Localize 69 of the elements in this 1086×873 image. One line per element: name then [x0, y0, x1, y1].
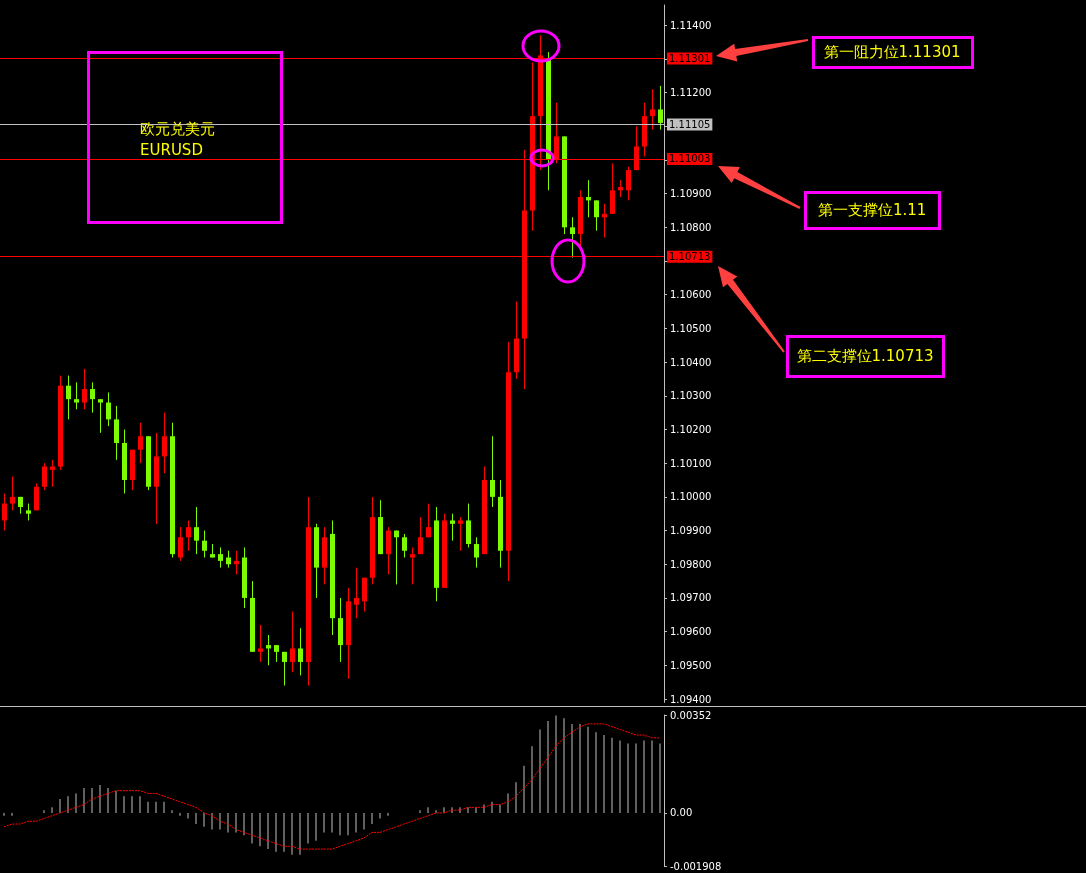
- candlestick: [594, 199, 599, 232]
- candlestick: [298, 627, 303, 676]
- y-tick-label: 1.10300: [670, 390, 712, 402]
- y-tick-label: 1.10000: [670, 491, 712, 503]
- annotation: 欧元兑美元: [140, 120, 215, 138]
- candlestick: [138, 422, 143, 464]
- annotation: EURUSD: [140, 141, 203, 159]
- candlestick: [402, 533, 407, 558]
- candlestick: [386, 526, 391, 575]
- y-tick-label: 1.10800: [670, 221, 712, 233]
- candlestick: [82, 368, 87, 410]
- y-tick-label: 1.09600: [670, 626, 712, 638]
- ref-line-label: 1.11003: [669, 153, 711, 165]
- text: 第一阻力位1.11301: [823, 43, 961, 61]
- candlestick: [202, 530, 207, 558]
- candlestick: [418, 516, 423, 555]
- candlestick: [258, 624, 263, 663]
- candlestick: [410, 546, 415, 585]
- candlestick: [570, 216, 575, 259]
- candlestick: [34, 482, 39, 511]
- candlestick: [466, 503, 471, 548]
- ref-line-label: 1.10713: [669, 251, 711, 263]
- candlestick: [162, 412, 167, 474]
- candlestick: [42, 462, 47, 491]
- y-tick-label: 1.09800: [670, 558, 712, 570]
- candlestick: [626, 166, 631, 201]
- ref-line-label: 1.11301: [669, 53, 711, 65]
- candlestick: [74, 381, 79, 410]
- y-tick-label: 1.10900: [670, 188, 712, 200]
- y-tick-label: 1.09400: [670, 693, 712, 705]
- candlestick: [98, 398, 103, 434]
- candlestick: [490, 435, 495, 508]
- y-tick-label: 1.09500: [670, 659, 712, 671]
- candlestick: [474, 536, 479, 569]
- y-tick-label: 1.10600: [670, 289, 712, 301]
- y-tick-label: 1.11400: [670, 19, 712, 31]
- candlestick: [66, 375, 71, 420]
- y-tick-label: 1.10500: [670, 322, 712, 334]
- y-tick-label: 1.10200: [670, 423, 712, 435]
- text: 第二支撑位1.10713: [796, 347, 934, 365]
- candlestick: [650, 88, 655, 131]
- candlestick: [106, 391, 111, 427]
- candlestick: [282, 651, 287, 687]
- candlestick: [610, 162, 615, 215]
- candlestick: [186, 519, 191, 552]
- candlestick: [450, 513, 455, 542]
- candlestick: [10, 476, 15, 511]
- candlestick: [458, 516, 463, 552]
- candlestick: [2, 493, 7, 532]
- y-tick-label: 1.09900: [670, 525, 712, 537]
- candlestick: [194, 506, 199, 555]
- ref-line-label: 1.11105: [669, 119, 711, 131]
- candlestick: [426, 503, 431, 538]
- candlestick: [178, 526, 183, 562]
- candlestick: [354, 567, 359, 619]
- y-tick-label: 1.10100: [670, 457, 712, 469]
- candlestick: [90, 381, 95, 414]
- text: 第一支撑位1.11: [818, 201, 927, 219]
- candlestick: [114, 405, 119, 461]
- y-tick-label: 1.09700: [670, 592, 712, 604]
- y-tick-label: 0.00352: [670, 709, 712, 721]
- candlestick: [290, 610, 295, 673]
- line-series: [3, 723, 661, 850]
- candlestick: [218, 546, 223, 569]
- y-tick-label: 1.11200: [670, 87, 712, 99]
- y-tick-label: -0.001908: [670, 860, 722, 872]
- y-tick-label: 0.00: [670, 807, 693, 819]
- y-tick-label: 1.10400: [670, 356, 712, 368]
- candlestick: [362, 577, 367, 612]
